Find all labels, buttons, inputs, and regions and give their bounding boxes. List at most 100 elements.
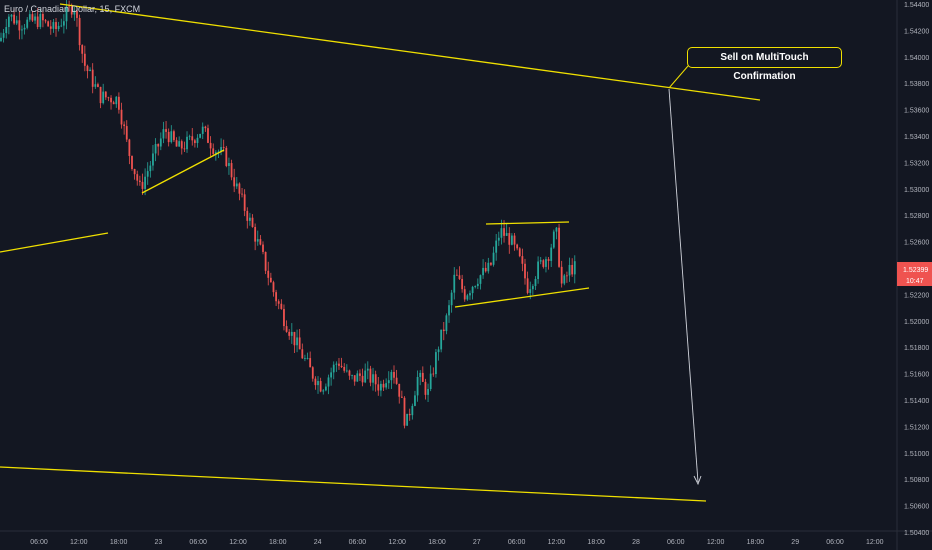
candle-body: [173, 131, 175, 141]
candle-body: [162, 129, 165, 139]
candle-body: [513, 235, 516, 245]
time-tick-label: 12:00: [70, 539, 88, 546]
trendlines[interactable]: [0, 3, 761, 502]
candle-body: [529, 289, 532, 293]
candle-body: [76, 10, 78, 18]
projection-arrow[interactable]: [668, 88, 702, 486]
candle-body: [133, 169, 136, 175]
candle-body: [183, 148, 186, 150]
candle-body: [70, 6, 73, 15]
candle-body: [217, 151, 220, 153]
candle-body: [369, 368, 372, 383]
candle-body: [230, 163, 233, 178]
candle-body: [395, 377, 398, 384]
candle-body: [524, 263, 526, 279]
candle-body: [359, 373, 361, 376]
candle-body: [353, 375, 356, 382]
candle-body: [463, 289, 466, 300]
candle-body: [62, 21, 65, 26]
candle-body: [555, 227, 558, 232]
channel-top-line[interactable]: [485, 221, 570, 225]
price-tick-label: 1.52000: [904, 319, 929, 326]
candle-body: [26, 19, 29, 28]
candle-body: [290, 331, 293, 336]
price-tick-label: 1.50400: [904, 530, 929, 537]
candle-body: [492, 252, 495, 265]
candle-body: [471, 286, 474, 294]
price-tick-label: 1.51200: [904, 424, 929, 431]
candle-body: [372, 374, 374, 383]
candle-body: [212, 148, 215, 154]
time-axis[interactable]: 06:00 12:00 18:00 23 06:00 12:00 18:00 24 06:00 1…: [30, 539, 883, 546]
flag-support-line[interactable]: [141, 149, 225, 194]
lower-trendline[interactable]: [0, 466, 707, 502]
candle-body: [81, 45, 84, 54]
candle-body: [419, 372, 422, 377]
price-tick-label: 1.53800: [904, 81, 929, 88]
channel-bottom-line[interactable]: [454, 287, 590, 308]
candle-body: [86, 65, 89, 72]
candle-body: [558, 227, 560, 267]
candle-body: [429, 373, 432, 390]
candle-body: [474, 286, 477, 287]
candle-body: [83, 53, 86, 66]
candle-body: [503, 228, 505, 236]
candle-body: [47, 21, 50, 27]
candle-body: [293, 331, 296, 346]
candle-body: [55, 22, 57, 29]
candle-body: [469, 293, 471, 296]
time-tick-label: 18:00: [587, 539, 605, 546]
candle-body: [542, 260, 545, 267]
candle-body: [497, 237, 500, 241]
time-tick-label: 28: [632, 539, 640, 546]
left-trendline[interactable]: [0, 232, 109, 253]
candle-body: [330, 372, 333, 378]
candle-body: [448, 305, 450, 316]
candle-body: [400, 396, 403, 398]
candle-body: [317, 381, 319, 386]
time-tick-label: 12:00: [707, 539, 725, 546]
candle-body: [49, 26, 52, 29]
candle-body: [288, 331, 291, 336]
candle-body: [102, 91, 105, 104]
candle-body: [36, 16, 39, 27]
annotation-callout[interactable]: Sell on MultiTouch Confirmation: [687, 47, 842, 82]
candle-body: [78, 17, 81, 46]
candle-body: [390, 372, 393, 381]
candle-body: [89, 69, 91, 72]
candle-body: [566, 275, 568, 277]
time-tick-label: 06:00: [189, 539, 207, 546]
candle-body: [411, 405, 414, 416]
candle-body: [453, 274, 456, 293]
candle-body: [387, 380, 390, 384]
candle-body: [264, 251, 267, 271]
candle-body: [296, 337, 298, 346]
candle-body: [18, 20, 21, 31]
candle-body: [170, 131, 173, 143]
candle-body: [424, 381, 427, 395]
candle-body: [94, 84, 97, 87]
candle-body: [167, 131, 170, 143]
candle-body: [2, 33, 5, 38]
candle-body: [348, 370, 351, 376]
candle-body: [275, 292, 277, 302]
candle-body: [180, 141, 183, 149]
price-axis[interactable]: 1.54400 1.54200 1.54000 1.53800 1.53600 1.534…: [904, 2, 929, 537]
candle-body: [314, 378, 317, 386]
candle-body: [262, 244, 264, 252]
price-tick-label: 1.54200: [904, 28, 929, 35]
candle-body: [495, 240, 498, 253]
candle-body: [301, 349, 304, 359]
candle-body: [201, 126, 204, 134]
candle-body: [461, 278, 464, 290]
candle-body: [479, 275, 482, 284]
candle-body: [256, 239, 259, 242]
upper-trendline[interactable]: [59, 3, 761, 101]
candle-body: [511, 235, 513, 245]
time-tick-label: 12:00: [866, 539, 884, 546]
candle-body: [125, 126, 128, 140]
candle-body: [427, 389, 429, 395]
candle-body: [220, 147, 222, 152]
time-tick-label: 29: [791, 539, 799, 546]
